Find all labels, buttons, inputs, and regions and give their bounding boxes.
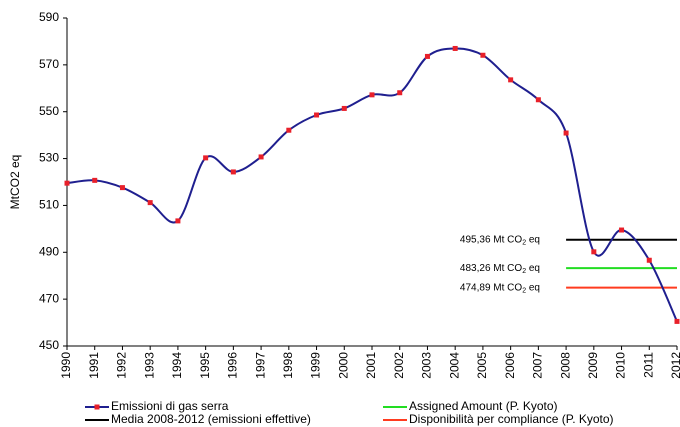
legend-label: Assigned Amount (P. Kyoto) bbox=[409, 399, 558, 413]
y-tick-label: 450 bbox=[39, 338, 59, 352]
data-point bbox=[452, 45, 458, 51]
x-tick-label: 2004 bbox=[447, 352, 461, 379]
data-point bbox=[341, 105, 347, 111]
data-point bbox=[147, 200, 153, 206]
data-point bbox=[674, 318, 680, 324]
series-line bbox=[66, 47, 678, 322]
x-tick-label: 2009 bbox=[586, 352, 600, 379]
x-tick-label: 1993 bbox=[142, 352, 156, 379]
data-point bbox=[535, 97, 541, 103]
data-point bbox=[286, 127, 292, 133]
data-point bbox=[314, 112, 320, 118]
data-point bbox=[203, 155, 209, 161]
x-tick-label: 2008 bbox=[558, 352, 572, 379]
reference-label-part: 483,26 Mt CO bbox=[460, 263, 522, 274]
data-point bbox=[175, 218, 181, 224]
x-tick-label: 2007 bbox=[531, 352, 545, 379]
reference-label-part: 474,89 Mt CO bbox=[460, 282, 522, 293]
y-axis-label: MtCO2 eq bbox=[8, 155, 22, 210]
data-point bbox=[646, 257, 652, 263]
data-point bbox=[230, 169, 236, 175]
x-tick-label: 2000 bbox=[336, 352, 350, 379]
x-tick-label: 1997 bbox=[253, 352, 267, 379]
x-tick-label: 1991 bbox=[87, 352, 101, 379]
x-tick-label: 1995 bbox=[198, 352, 212, 379]
reference-label-part: 2 bbox=[522, 288, 526, 295]
reference-label: 495,36 Mt CO2 eq bbox=[460, 234, 540, 246]
data-point bbox=[397, 90, 403, 96]
legend-label: Media 2008-2012 (emissioni effettive) bbox=[111, 412, 311, 426]
x-tick-label: 2001 bbox=[364, 352, 378, 379]
y-tick-label: 570 bbox=[39, 57, 59, 71]
x-tick-label: 2012 bbox=[669, 352, 680, 379]
x-tick-label: 1990 bbox=[59, 352, 73, 379]
reference-label-part: 495,36 Mt CO bbox=[460, 234, 522, 245]
x-tick-label: 2011 bbox=[641, 352, 655, 378]
data-point bbox=[119, 185, 125, 191]
x-tick-label: 2006 bbox=[503, 352, 517, 379]
x-tick-label: 1992 bbox=[115, 352, 129, 379]
reference-label-part: 2 bbox=[522, 268, 526, 275]
x-tick-label: 1998 bbox=[281, 352, 295, 379]
x-tick-label: 1994 bbox=[170, 352, 184, 379]
data-point bbox=[508, 77, 514, 83]
reference-label-part: 2 bbox=[522, 240, 526, 247]
reference-label-part: eq bbox=[526, 234, 540, 245]
data-point bbox=[563, 130, 569, 136]
reference-label: 483,26 Mt CO2 eq bbox=[460, 263, 540, 275]
reference-label-part: eq bbox=[526, 263, 540, 274]
x-tick-label: 1996 bbox=[226, 352, 240, 379]
legend-marker bbox=[94, 404, 100, 410]
reference-label-part: eq bbox=[526, 282, 540, 293]
data-point bbox=[258, 154, 264, 160]
y-tick-label: 470 bbox=[39, 291, 59, 305]
x-tick-label: 2002 bbox=[392, 352, 406, 379]
data-point bbox=[369, 92, 375, 98]
y-tick-label: 530 bbox=[39, 151, 59, 165]
data-point bbox=[92, 177, 98, 183]
x-tick-label: 2010 bbox=[614, 352, 628, 379]
legend-label: Disponibilità per compliance (P. Kyoto) bbox=[409, 412, 614, 426]
x-tick-label: 2005 bbox=[475, 352, 489, 379]
data-point bbox=[480, 52, 486, 58]
reference-label: 474,89 Mt CO2 eq bbox=[460, 282, 540, 294]
data-point bbox=[619, 227, 625, 233]
y-tick-label: 550 bbox=[39, 104, 59, 118]
legend-label: Emissioni di gas serra bbox=[111, 399, 229, 413]
y-tick-label: 590 bbox=[39, 10, 59, 24]
data-point bbox=[591, 249, 597, 255]
y-tick-label: 510 bbox=[39, 198, 59, 212]
y-tick-label: 490 bbox=[39, 244, 59, 258]
data-point bbox=[424, 53, 430, 59]
data-point bbox=[64, 180, 70, 186]
x-tick-label: 2003 bbox=[420, 352, 434, 379]
x-tick-label: 1999 bbox=[309, 352, 323, 379]
